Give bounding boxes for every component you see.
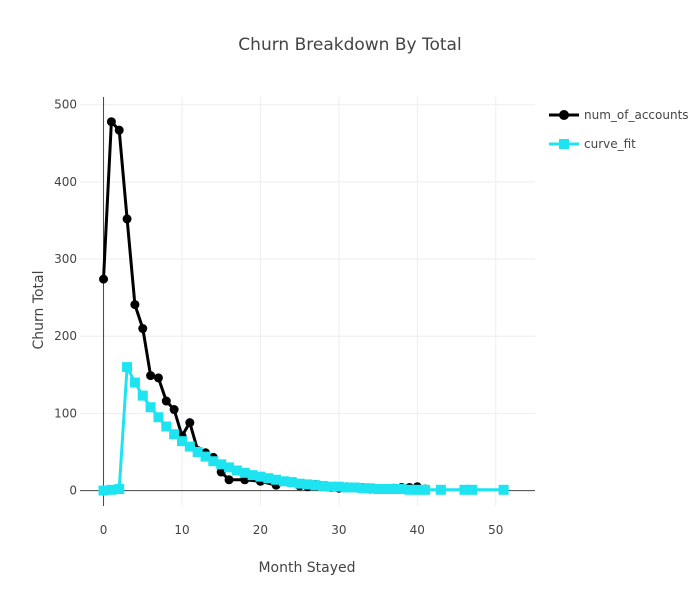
data-point: [130, 300, 140, 310]
x-tick-label: 50: [488, 523, 503, 537]
series-line: [102, 120, 426, 491]
data-point: [341, 482, 352, 493]
data-point: [153, 373, 163, 383]
data-point: [396, 484, 407, 495]
data-point: [224, 475, 234, 485]
data-point: [161, 396, 171, 406]
data-point: [255, 471, 266, 482]
data-point: [404, 484, 415, 495]
y-tick-label: 200: [54, 329, 77, 343]
data-point: [176, 436, 187, 447]
data-point: [365, 483, 376, 494]
data-point: [169, 429, 180, 440]
data-point: [122, 362, 133, 373]
x-axis-title: Month Stayed: [258, 560, 355, 576]
series-layer: [98, 117, 509, 496]
data-point: [420, 484, 431, 495]
data-point: [106, 484, 117, 495]
data-point: [138, 324, 148, 334]
data-point: [310, 480, 321, 491]
legend-label: num_of_accounts: [584, 108, 689, 122]
data-point: [357, 483, 368, 494]
data-point: [224, 462, 235, 473]
legend[interactable]: num_of_accounts curve_fit: [549, 108, 689, 151]
legend-item-num_of_accounts[interactable]: num_of_accounts: [549, 108, 689, 122]
y-axis-title: Churn Total: [31, 270, 47, 349]
data-point: [247, 470, 258, 481]
data-point: [98, 485, 109, 496]
data-point: [373, 484, 384, 495]
data-point: [184, 441, 195, 452]
chart-title: Churn Breakdown By Total: [238, 35, 461, 55]
y-tick-label: 100: [54, 406, 77, 420]
data-point: [146, 371, 156, 381]
y-tick-label: 300: [54, 252, 77, 266]
series-curve_fit: [98, 362, 509, 496]
data-point: [302, 479, 313, 490]
y-tick-label: 0: [69, 484, 77, 498]
legend-label: curve_fit: [584, 137, 636, 151]
gridlines: [80, 97, 535, 506]
data-point: [208, 456, 219, 467]
data-point: [153, 412, 164, 423]
data-point: [200, 451, 211, 462]
legend-item-curve_fit[interactable]: curve_fit: [549, 137, 636, 151]
data-point: [349, 482, 360, 493]
data-point: [286, 477, 297, 488]
data-point: [380, 484, 391, 495]
data-point: [192, 446, 203, 457]
data-point: [326, 481, 337, 492]
data-point: [216, 467, 226, 477]
data-point: [145, 402, 156, 413]
data-point: [99, 274, 109, 284]
data-point: [114, 484, 125, 495]
x-tick-label: 20: [253, 523, 268, 537]
data-point: [239, 467, 250, 478]
y-tick-label: 500: [54, 98, 77, 112]
data-point: [185, 418, 195, 428]
data-point: [271, 474, 282, 485]
data-point: [263, 473, 274, 484]
data-point: [106, 117, 116, 127]
data-point: [216, 459, 227, 470]
data-point: [161, 421, 172, 432]
x-tick-label: 40: [410, 523, 425, 537]
data-point: [388, 484, 399, 495]
data-point: [498, 484, 509, 495]
data-point: [318, 480, 329, 491]
legend-marker: [559, 139, 569, 149]
legend-marker: [559, 110, 569, 120]
x-tick-label: 0: [100, 523, 108, 537]
data-point: [137, 390, 148, 401]
series-num_of_accounts: [99, 117, 430, 494]
data-point: [129, 377, 140, 388]
data-point: [114, 125, 124, 135]
data-point: [231, 465, 242, 476]
data-point: [294, 478, 305, 489]
x-tick-label: 30: [331, 523, 346, 537]
y-tick-label: 400: [54, 175, 77, 189]
data-point: [278, 476, 289, 487]
data-point: [467, 484, 478, 495]
data-point: [122, 214, 132, 224]
data-point: [412, 484, 423, 495]
data-point: [169, 405, 179, 415]
data-point: [333, 481, 344, 492]
data-point: [459, 484, 470, 495]
data-point: [435, 484, 446, 495]
x-tick-label: 10: [174, 523, 189, 537]
